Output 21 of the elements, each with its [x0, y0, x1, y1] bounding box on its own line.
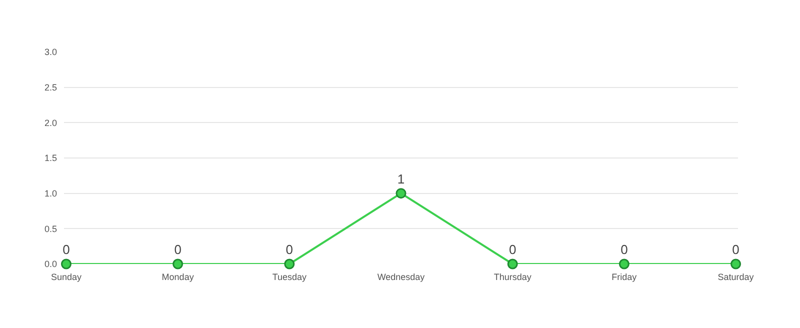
- x-tick-label: Monday: [162, 272, 194, 282]
- x-tick-label: Sunday: [50, 272, 82, 282]
- data-label: 0: [62, 242, 70, 258]
- y-tick-label: 2.5: [44, 82, 57, 92]
- data-label: 0: [508, 242, 516, 258]
- data-label: 0: [174, 242, 182, 258]
- y-tick-label: 2.0: [44, 118, 57, 128]
- y-tick-label: 1.5: [44, 153, 57, 164]
- data-label: 0: [732, 242, 740, 258]
- x-tick-label: Friday: [612, 272, 638, 282]
- y-tick-label: 1.0: [44, 188, 57, 198]
- data-label: 1: [397, 171, 405, 186]
- y-tick-label: 0.0: [44, 259, 57, 270]
- data-label: 0: [620, 242, 628, 258]
- x-tick-label: Wednesday: [377, 272, 426, 282]
- y-tick-label: 0.5: [44, 224, 57, 234]
- y-tick-label: 3.0: [44, 47, 57, 58]
- data-label: 0: [286, 242, 294, 258]
- x-tick-label: Tuesday: [272, 272, 307, 282]
- x-tick-label: Thursday: [494, 272, 532, 282]
- x-tick-label: Saturday: [718, 272, 754, 282]
